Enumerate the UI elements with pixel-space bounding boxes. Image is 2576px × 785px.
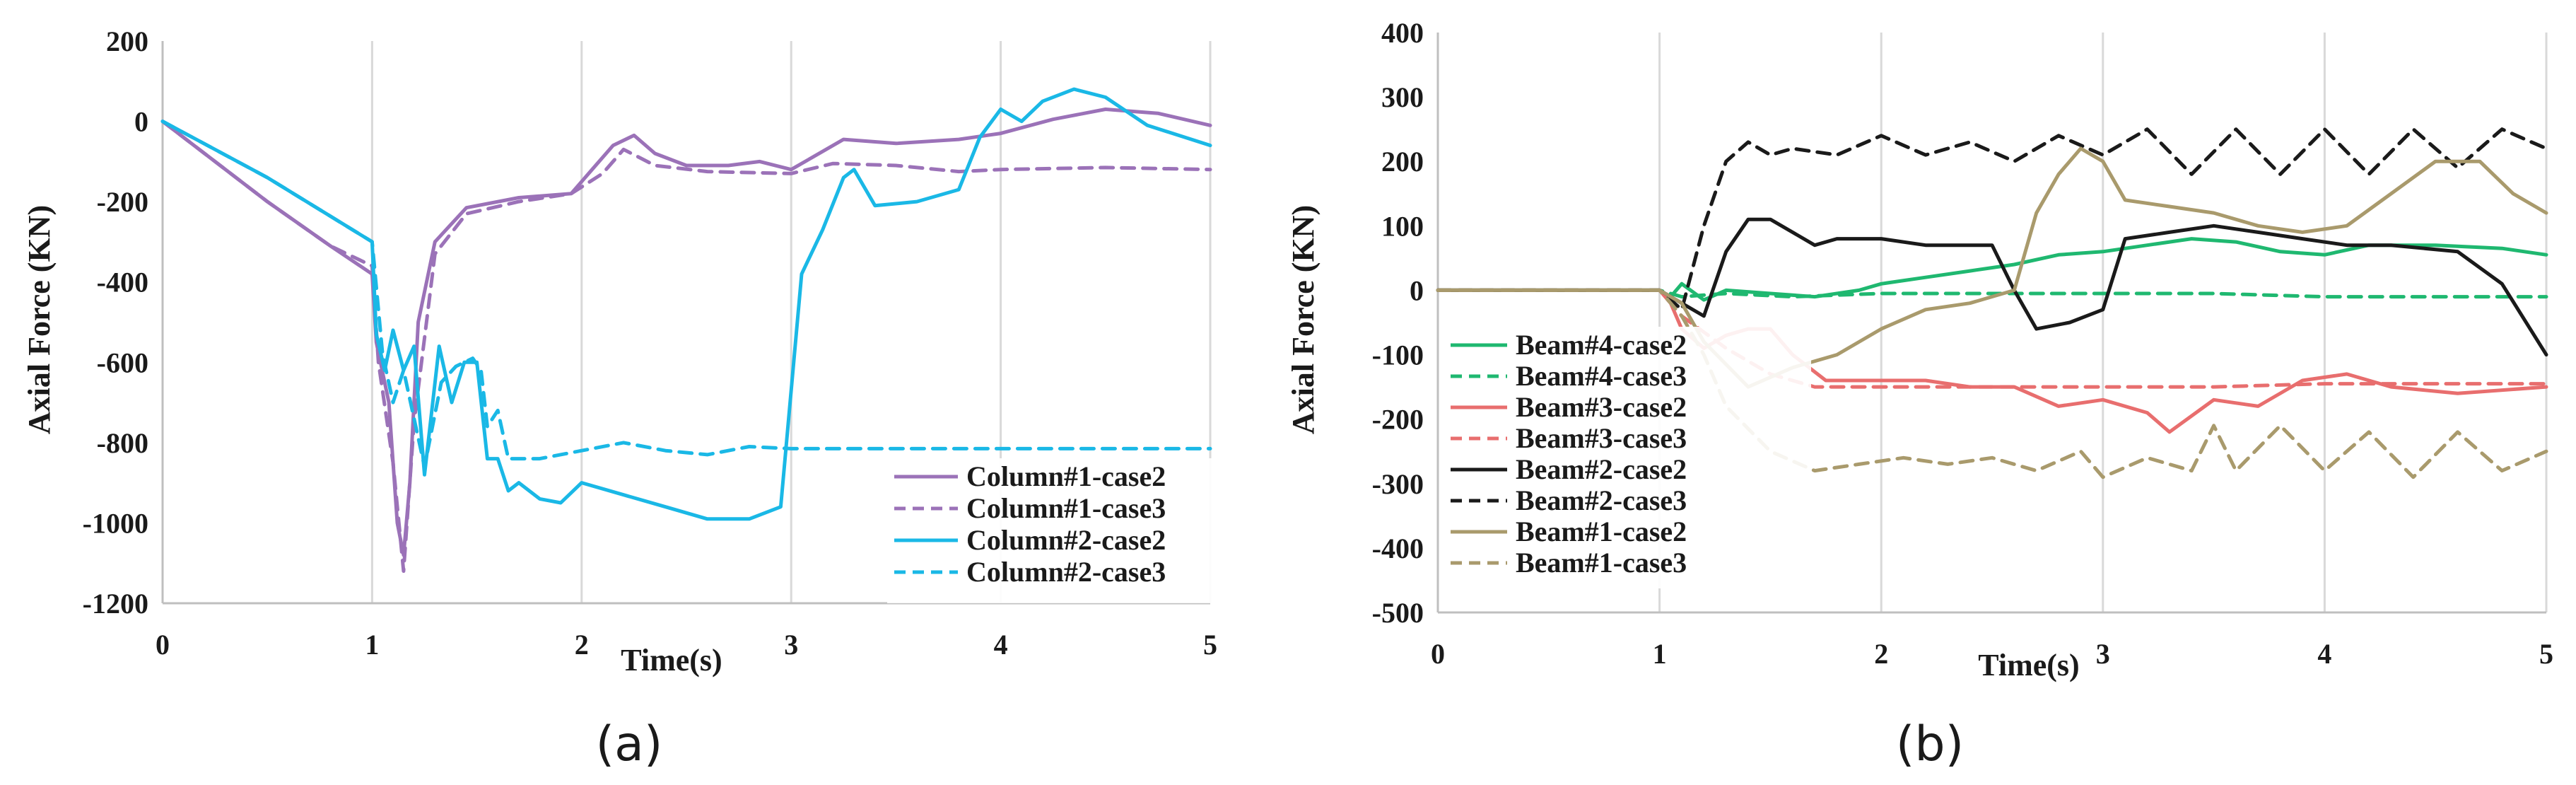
x-axis-label-b: Time(s)	[1978, 648, 2079, 682]
series-line-a-1	[160, 120, 1212, 574]
legend-background-b	[1444, 327, 1811, 588]
legend-label-a-0: Column#1-case2	[966, 460, 1166, 492]
legend-label-a-2: Column#2-case2	[966, 524, 1166, 556]
y-tick-label-a-6: -1000	[83, 507, 148, 539]
legend-label-b-3: Beam#3-case3	[1516, 422, 1687, 454]
panel-label-b: (b)	[1896, 716, 1964, 772]
legend-label-b-7: Beam#1-case3	[1516, 547, 1687, 578]
x-tick-label-a-5: 5	[1203, 629, 1217, 661]
y-tick-label-b-5: -100	[1372, 339, 1424, 371]
y-tick-label-b-4: 0	[1410, 274, 1424, 306]
legend-label-b-5: Beam#2-case3	[1516, 484, 1687, 516]
y-tick-label-b-6: -200	[1372, 404, 1424, 436]
y-tick-label-a-5: -800	[97, 427, 148, 459]
y-tick-label-a-3: -400	[97, 267, 148, 298]
y-axis-label-b: Axial Force (KN)	[1286, 205, 1321, 434]
y-tick-label-b-0: 400	[1381, 17, 1424, 49]
legend-label-b-1: Beam#4-case3	[1516, 360, 1687, 392]
y-tick-label-b-9: -500	[1372, 597, 1424, 629]
x-tick-label-a-2: 2	[575, 629, 589, 661]
y-tick-label-a-0: 200	[106, 25, 148, 57]
x-tick-label-a-3: 3	[784, 629, 798, 661]
series-line-b-5	[1436, 127, 2548, 312]
x-tick-label-b-2: 2	[1874, 638, 1888, 670]
x-tick-label-b-4: 4	[2317, 638, 2331, 670]
y-tick-label-b-3: 100	[1381, 210, 1424, 242]
x-tick-label-a-4: 4	[994, 629, 1008, 661]
x-tick-label-a-1: 1	[365, 629, 379, 661]
series-line-b-1	[1436, 288, 2548, 299]
series-line-b-0	[1436, 237, 2548, 302]
y-tick-label-a-1: 0	[134, 106, 148, 138]
legend-label-b-4: Beam#2-case2	[1516, 453, 1687, 485]
y-tick-label-b-1: 300	[1381, 81, 1424, 113]
y-axis-label-a: Axial Force (KN)	[22, 205, 57, 434]
legend-label-b-0: Beam#4-case2	[1516, 329, 1687, 361]
legend-a: Column#1-case2Column#1-case3Column#2-cas…	[887, 458, 1226, 603]
legend-label-a-1: Column#1-case3	[966, 492, 1166, 524]
y-tick-label-a-2: -200	[97, 186, 148, 218]
series-group-a	[160, 87, 1212, 574]
legend-background-a	[887, 458, 1226, 603]
axes-b	[1436, 33, 2546, 614]
x-axis-label-a: Time(s)	[621, 643, 722, 678]
legend-b: Beam#4-case2Beam#4-case3Beam#3-case2Beam…	[1444, 327, 1811, 588]
legend-label-b-2: Beam#3-case2	[1516, 391, 1687, 423]
y-tick-label-b-2: 200	[1381, 146, 1424, 178]
y-tick-label-a-7: -1200	[83, 588, 148, 620]
series-line-a-3	[160, 120, 1212, 469]
series-line-b-7	[1436, 288, 2548, 479]
y-tick-label-b-8: -400	[1372, 533, 1424, 564]
legend-label-b-6: Beam#1-case2	[1516, 516, 1687, 547]
x-tick-label-b-0: 0	[1431, 638, 1445, 670]
series-line-a-2	[160, 87, 1212, 521]
x-tick-label-b-5: 5	[2539, 638, 2553, 670]
x-tick-label-b-1: 1	[1653, 638, 1667, 670]
x-tick-label-b-3: 3	[2096, 638, 2110, 670]
legend-label-a-3: Column#2-case3	[966, 556, 1166, 588]
x-tick-label-a-0: 0	[156, 629, 170, 661]
y-tick-label-b-7: -300	[1372, 468, 1424, 500]
panel-label-a: (a)	[596, 716, 663, 772]
y-tick-label-a-4: -600	[97, 347, 148, 378]
